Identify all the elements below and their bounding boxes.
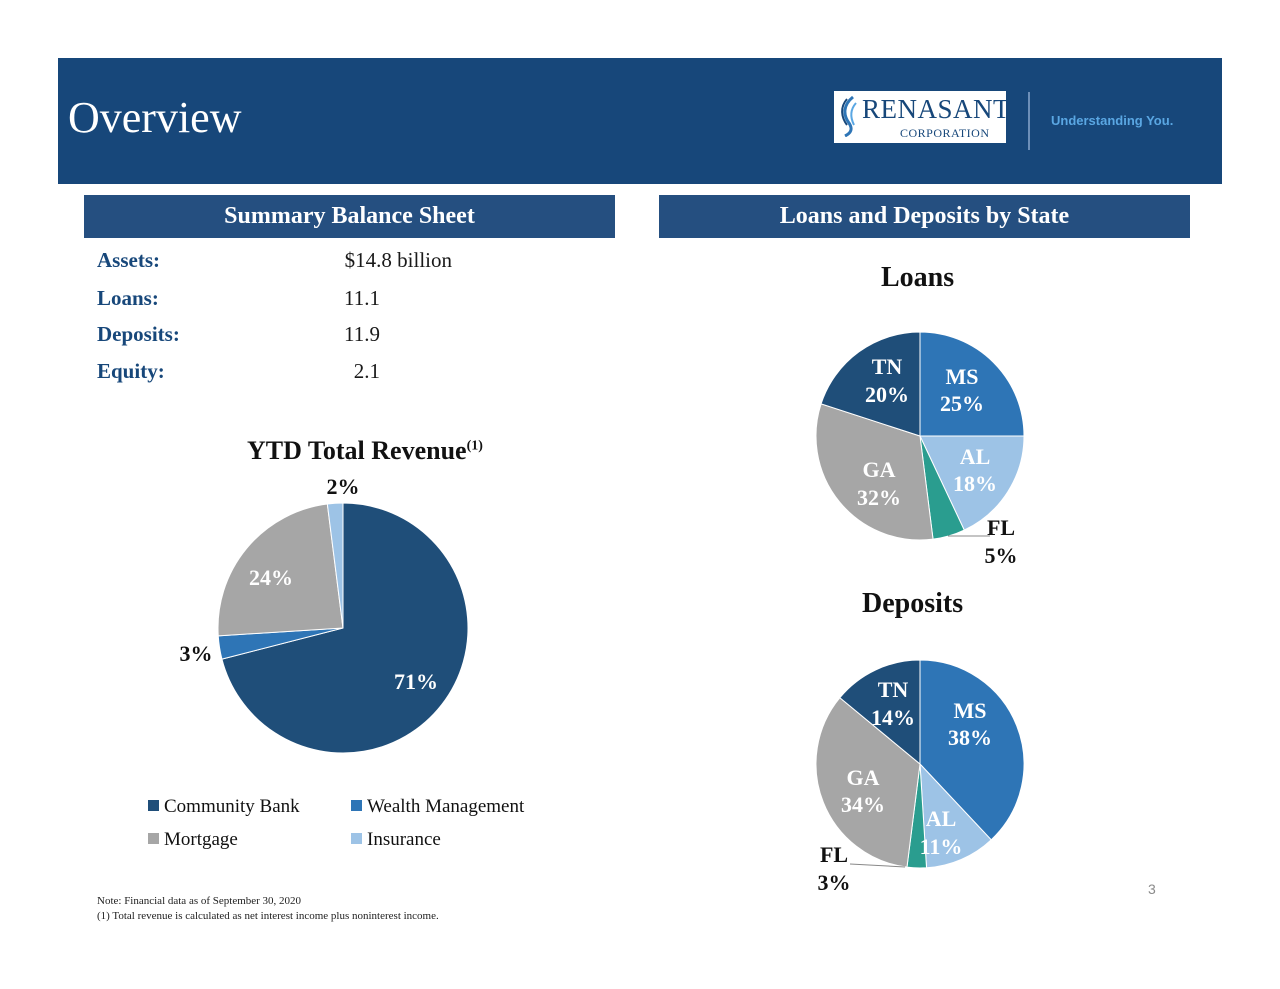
summary-balance-sheet-header: Summary Balance Sheet xyxy=(84,195,615,238)
loans-label-fl-value: 5% xyxy=(985,543,1018,568)
footnote-revenue: (1) Total revenue is calculated as net i… xyxy=(97,910,439,922)
logo-name: RENASANT xyxy=(862,94,1011,124)
deposits-label-tn-name: TN xyxy=(878,677,909,702)
revenue-label-insurance: 2% xyxy=(327,474,360,499)
loans-label-ms-name: MS xyxy=(946,364,979,389)
deposits-label-al-name: AL xyxy=(926,806,957,831)
deposits-chart-title: Deposits xyxy=(862,588,964,619)
deposits-label-ga-name: GA xyxy=(847,765,880,790)
company-logo: RENASANT CORPORATION xyxy=(834,91,1010,143)
legend-item-wealth-management: Wealth Management xyxy=(351,796,524,818)
legend-swatch-mortgage xyxy=(148,833,159,844)
loans-slice-ga xyxy=(815,403,934,541)
assets-value: $14.8 billion xyxy=(344,248,452,272)
legend-label-mortgage: Mortgage xyxy=(164,829,238,850)
revenue-legend: Community Bank Wealth Management Mortgag… xyxy=(148,796,568,856)
tagline: Understanding You. xyxy=(1051,113,1174,128)
deposits-label-al-value: 11% xyxy=(920,834,963,859)
loans-label-ga-value: 32% xyxy=(857,485,901,510)
equity-value: 2.1 xyxy=(353,359,380,383)
revenue-slice-insurance xyxy=(326,502,344,629)
loans-label-ms-value: 25% xyxy=(940,391,984,416)
legend-swatch-community-bank xyxy=(148,800,159,811)
legend-label-insurance: Insurance xyxy=(367,829,441,850)
loans-slice-tn xyxy=(820,331,921,437)
legend-item-mortgage: Mortgage xyxy=(148,829,238,851)
legend-item-community-bank: Community Bank xyxy=(148,796,300,818)
legend-label-wealth-management: Wealth Management xyxy=(367,796,525,817)
page-number: 3 xyxy=(1148,881,1156,897)
deposits-label-ms-value: 38% xyxy=(948,725,992,750)
revenue-slice-community-bank xyxy=(221,502,469,754)
assets-label: Assets: xyxy=(97,248,160,272)
deposits-slice-ga xyxy=(815,697,921,868)
deposits-label-ms-name: MS xyxy=(954,698,987,723)
loans-label-tn-value: 20% xyxy=(865,382,909,407)
loans-label-al-name: AL xyxy=(960,444,991,469)
deposits-label-fl-name: FL xyxy=(820,842,848,867)
legend-label-community-bank: Community Bank xyxy=(164,796,300,817)
loans-label-fl-name: FL xyxy=(987,515,1015,540)
revenue-label-community-bank: 71% xyxy=(394,669,438,694)
deposits-slice-ms xyxy=(919,659,1025,841)
deposits-label-tn-value: 14% xyxy=(871,705,915,730)
loans-slice-ms xyxy=(919,331,1025,437)
footnote-note: Note: Financial data as of September 30,… xyxy=(97,895,302,907)
revenue-chart-title: YTD Total Revenue(1) xyxy=(247,436,483,466)
loans-slice-al xyxy=(919,435,1025,531)
deposits-label-fl-value: 3% xyxy=(818,870,851,895)
loans-deposits-header: Loans and Deposits by State xyxy=(659,195,1190,238)
page-title: Overview xyxy=(68,93,242,142)
revenue-pie-chart: 71% 3% 24% 2% xyxy=(180,474,469,754)
revenue-title-footnote-ref: (1) xyxy=(466,438,483,454)
logo-divider xyxy=(1028,92,1030,150)
deposits-label: Deposits: xyxy=(97,322,180,346)
header-bar: Overview RENASANT CORPORATION Understand… xyxy=(58,58,1222,184)
equity-label: Equity: xyxy=(97,359,165,383)
revenue-label-wealth-management: 3% xyxy=(180,641,213,666)
deposits-value: 11.9 xyxy=(344,322,380,346)
loans-chart-title: Loans xyxy=(881,262,955,293)
loans-label: Loans: xyxy=(97,286,159,310)
deposits-slice-tn xyxy=(839,659,921,766)
legend-swatch-insurance xyxy=(351,833,362,844)
deposits-slice-al xyxy=(919,762,992,869)
loans-label-al-value: 18% xyxy=(953,471,997,496)
loans-label-tn-name: TN xyxy=(872,354,903,379)
loans-value: 11.1 xyxy=(344,286,380,310)
deposits-leader-fl xyxy=(849,863,906,868)
deposits-label-ga-value: 34% xyxy=(841,792,885,817)
revenue-label-mortgage: 24% xyxy=(249,565,293,590)
legend-swatch-wealth-management xyxy=(351,800,362,811)
revenue-title-text: YTD Total Revenue xyxy=(247,436,467,465)
legend-item-insurance: Insurance xyxy=(351,829,441,851)
logo-leaf-icon xyxy=(841,95,857,137)
revenue-slice-mortgage xyxy=(217,503,344,637)
logo-subtitle: CORPORATION xyxy=(900,126,990,140)
loans-label-ga-name: GA xyxy=(863,457,896,482)
